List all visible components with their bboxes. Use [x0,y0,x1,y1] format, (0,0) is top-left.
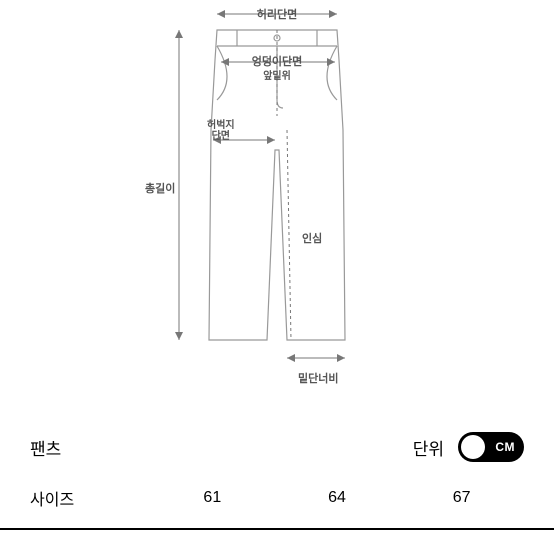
pants-measurement-diagram: 허리단면 엉덩이단면 앞밑위 허벅지단면 총길이 인심 밑단너비 [0,0,554,420]
toggle-active-text: CM [495,440,515,454]
size-value-2: 67 [453,489,471,507]
unit-control: 단위 CM [413,432,524,462]
category-unit-row: 팬츠 단위 CM [0,420,554,472]
label-hip: 엉덩이단면 [252,53,303,69]
size-value-0: 61 [203,489,221,507]
label-hem: 밑단너비 [298,370,338,386]
label-total-length: 총길이 [145,180,175,196]
unit-toggle[interactable]: CM [458,432,524,462]
size-table-row: 사이즈 61 64 67 [0,472,554,530]
label-waist: 허리단면 [257,6,297,22]
category-label: 팬츠 [30,435,61,460]
label-thigh: 허벅지단면 [207,120,235,142]
unit-label: 단위 [413,435,444,460]
size-values: 61 64 67 [150,489,524,507]
label-front-rise: 앞밑위 [263,71,291,82]
size-value-1: 64 [328,489,346,507]
label-inseam: 인심 [302,230,322,246]
size-header: 사이즈 [30,486,150,510]
toggle-knob [461,435,485,459]
